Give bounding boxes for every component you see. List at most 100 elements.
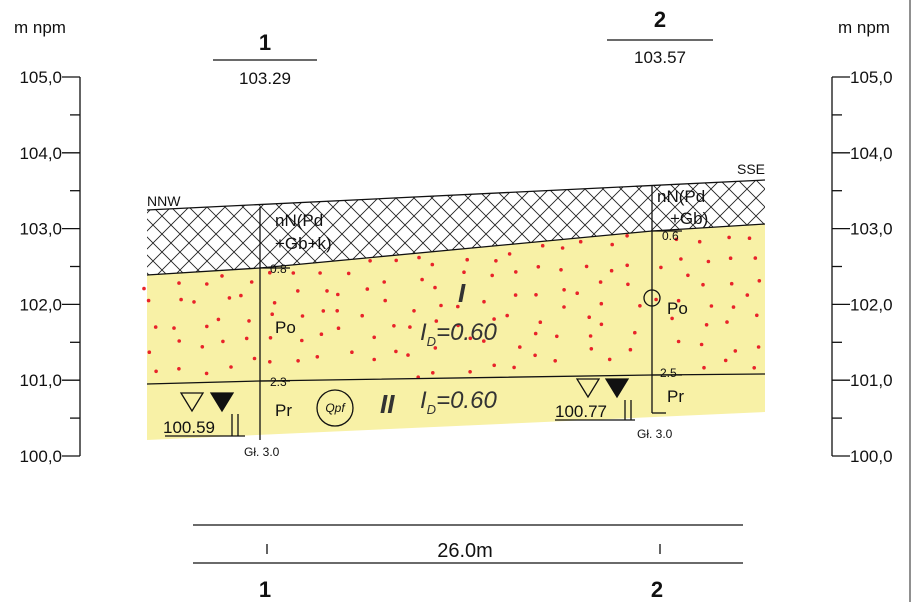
sand-dot <box>512 366 516 370</box>
water-level: 100.77 <box>555 402 607 421</box>
axis-tick-label: 100,0 <box>19 447 62 466</box>
sand-dot <box>505 314 509 318</box>
soil-label: Po <box>275 318 296 337</box>
sand-dot <box>372 336 376 340</box>
sand-dot <box>336 293 340 297</box>
sand-dot <box>412 309 416 313</box>
sand-dot <box>431 371 435 375</box>
sand-dot <box>625 234 629 238</box>
sand-dot <box>300 339 304 343</box>
axis-tick-label: 105,0 <box>19 68 62 87</box>
sand-dot <box>508 252 512 256</box>
sand-dot <box>599 280 603 284</box>
sand-dot <box>701 283 705 287</box>
sand-dot <box>253 357 257 361</box>
subscript: D <box>427 334 436 349</box>
depth-label: 2.5 <box>660 366 677 380</box>
sand-dot <box>686 274 690 278</box>
sand-dot <box>490 274 494 278</box>
sand-dot <box>221 340 225 344</box>
sand-dot <box>154 325 158 329</box>
axis-tick-label: 101,0 <box>850 371 893 390</box>
layer-number: I <box>458 278 466 308</box>
soil-label: +Gb+k) <box>275 234 332 253</box>
sand-dot <box>705 323 709 327</box>
sand-dot <box>679 257 683 261</box>
depth-label: 0.8 <box>270 262 287 276</box>
sand-dot <box>638 304 642 308</box>
sand-dot <box>492 364 496 368</box>
sand-dot <box>406 353 410 357</box>
soil-label: Po <box>667 299 688 318</box>
sand-dot <box>518 345 522 349</box>
cross-section: 105,0104,0103,0102,0101,0100,0105,0104,0… <box>0 0 913 602</box>
sand-dot <box>325 289 329 293</box>
sand-dot <box>633 331 637 335</box>
sand-dot <box>587 315 591 319</box>
borehole-number: 2 <box>654 7 666 32</box>
sand-dot <box>748 236 752 240</box>
sand-dot <box>729 256 733 260</box>
sand-dot <box>465 258 469 262</box>
sand-dot <box>220 274 224 278</box>
sand-dot <box>296 359 300 363</box>
sand-dot <box>292 271 296 275</box>
sand-dot <box>677 340 681 344</box>
sand-dot <box>727 236 731 240</box>
sand-dot <box>192 300 196 304</box>
sand-dot <box>514 270 518 274</box>
sand-dot <box>205 282 209 286</box>
sand-dot <box>555 335 559 339</box>
sand-dot <box>177 281 181 285</box>
sand-dot <box>462 270 466 274</box>
sand-dot <box>177 367 181 371</box>
sand-dot <box>245 337 249 341</box>
depth-label: 0.6 <box>662 229 679 243</box>
sand-dot <box>585 265 589 269</box>
sand-dot <box>698 240 702 244</box>
axis-tick-label: 102,0 <box>850 295 893 314</box>
sand-dot <box>247 319 251 323</box>
soil-label: Pr <box>667 387 684 406</box>
sand-dot <box>148 350 152 354</box>
axis-tick-label: 103,0 <box>19 220 62 239</box>
sand-dot <box>579 240 583 244</box>
sand-dot <box>589 334 593 338</box>
sand-dot <box>296 289 300 293</box>
sand-dot <box>562 288 566 292</box>
sand-dot <box>347 272 351 276</box>
value: =0.60 <box>436 319 497 346</box>
depth-label: 2.3 <box>270 375 287 389</box>
total-depth: Gł. 3.0 <box>244 445 280 459</box>
sand-dot <box>205 325 209 329</box>
sand-dot <box>228 296 232 300</box>
sand-dot <box>408 325 412 329</box>
sand-dot <box>394 350 398 354</box>
sand-dot <box>514 293 518 297</box>
sand-dot <box>335 309 339 313</box>
total-depth: Gł. 3.0 <box>637 427 673 441</box>
sand-dot <box>179 298 183 302</box>
sand-dot <box>707 260 711 264</box>
sand-dot <box>147 299 151 303</box>
sand-dot <box>553 359 557 363</box>
distance-label: 26.0m <box>437 540 493 562</box>
sand-dot <box>417 256 421 260</box>
sand-dot <box>482 300 486 304</box>
sand-dot <box>710 304 714 308</box>
sand-dot <box>239 294 243 298</box>
borehole-elevation: 103.57 <box>634 48 686 67</box>
sand-dot <box>322 309 326 313</box>
borehole-number: 1 <box>259 30 271 55</box>
axis-tick-label: 103,0 <box>850 220 893 239</box>
subscript: D <box>427 402 436 417</box>
sand-dot <box>575 291 579 295</box>
sand-dot <box>273 301 277 305</box>
axis-tick-label: 104,0 <box>19 144 62 163</box>
sand-dot <box>734 349 738 353</box>
sand-dot <box>250 280 254 284</box>
sand-dot <box>757 345 761 349</box>
axis-tick-label: 101,0 <box>19 371 62 390</box>
sand-dot <box>392 324 396 328</box>
sand-dot <box>702 366 706 370</box>
